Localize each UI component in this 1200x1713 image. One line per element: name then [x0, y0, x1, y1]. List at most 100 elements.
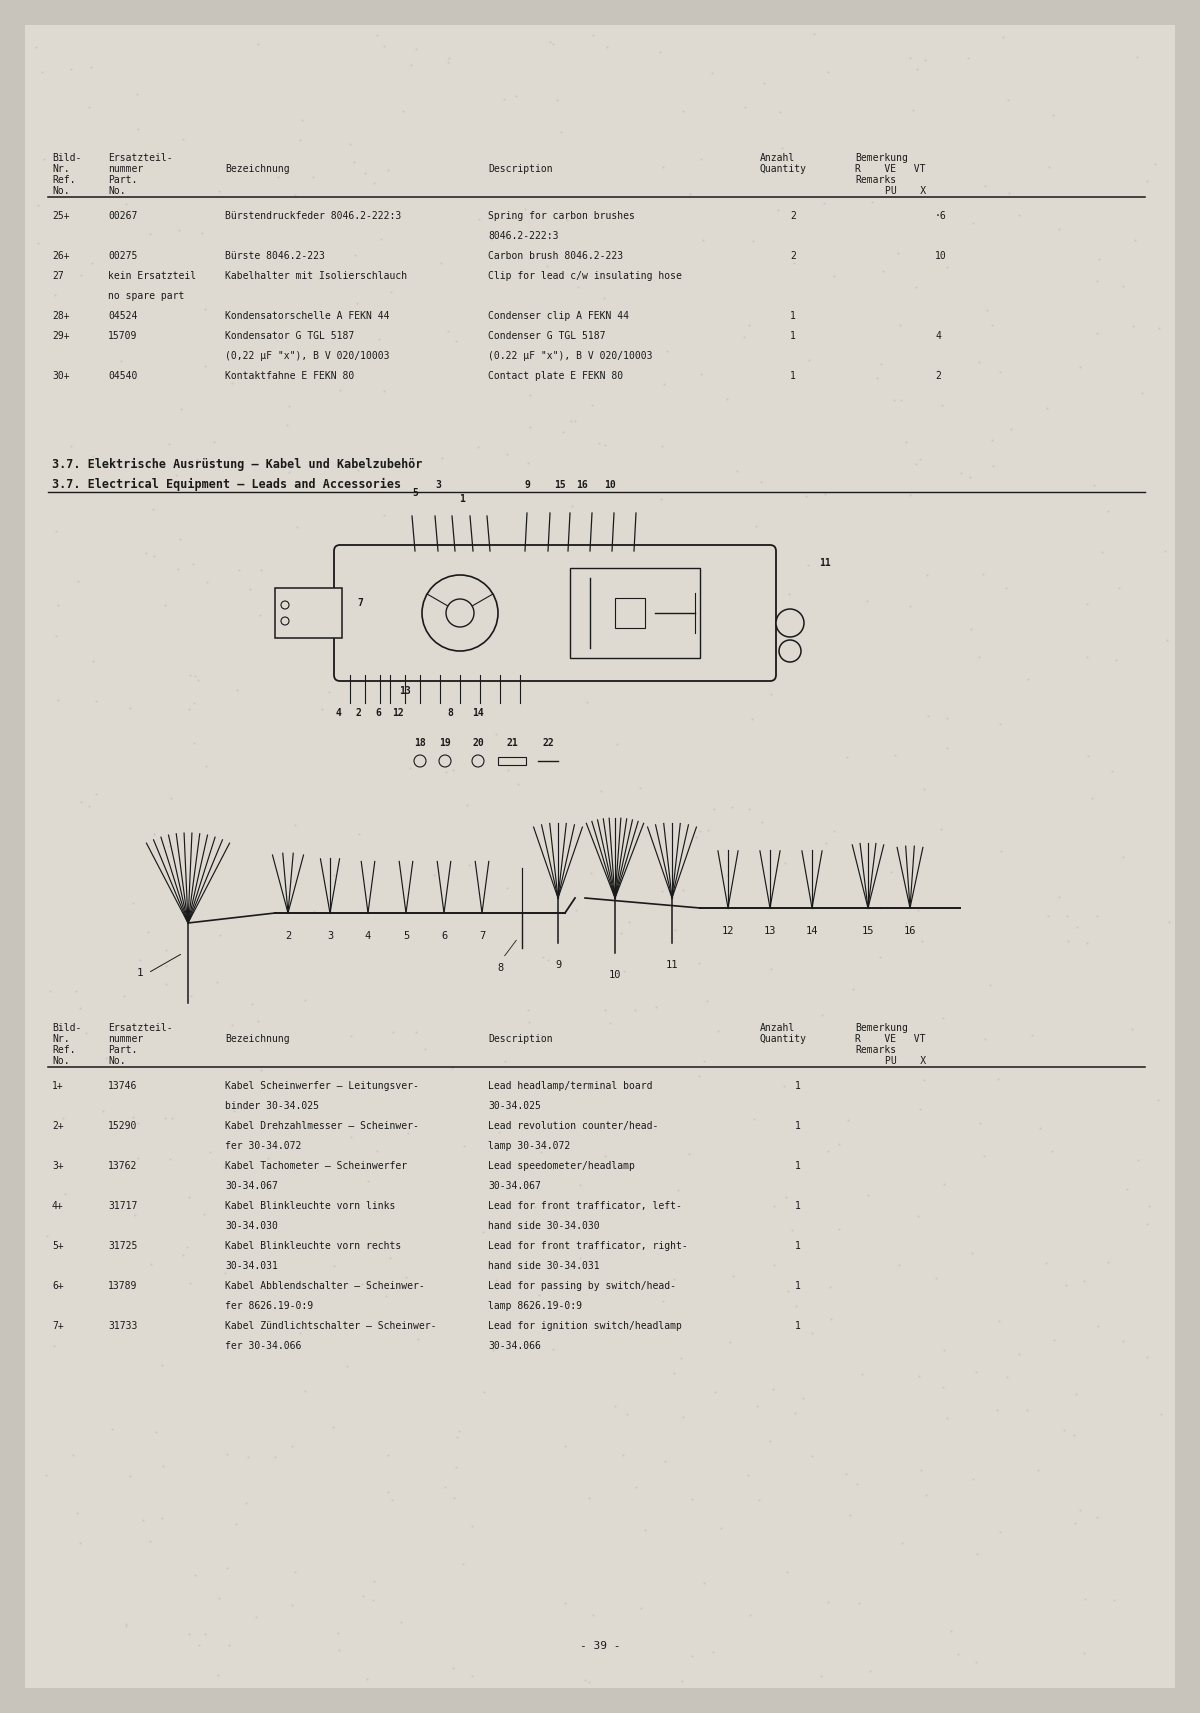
Point: [497, 440, 516, 468]
Point: [116, 190, 136, 218]
Point: [337, 1352, 356, 1379]
Text: Condenser G TGL 5187: Condenser G TGL 5187: [488, 331, 606, 341]
Point: [1075, 1585, 1094, 1612]
Text: Contact plate E FEKN 80: Contact plate E FEKN 80: [488, 372, 623, 380]
Text: Quantity: Quantity: [760, 164, 808, 175]
Point: [991, 711, 1010, 738]
Point: [1044, 1326, 1063, 1353]
Point: [120, 694, 139, 721]
Point: [532, 1021, 551, 1048]
Point: [858, 1180, 877, 1208]
Point: [86, 687, 106, 714]
Point: [1078, 742, 1097, 769]
Point: [180, 661, 199, 689]
Point: [942, 1617, 961, 1644]
Point: [1126, 226, 1145, 254]
Point: [1099, 497, 1118, 524]
Point: [438, 48, 457, 75]
Point: [160, 430, 179, 457]
Text: 1: 1: [137, 968, 143, 978]
Text: 1: 1: [796, 1161, 800, 1172]
Text: 4+: 4+: [52, 1201, 64, 1211]
Point: [494, 1047, 514, 1074]
Point: [280, 392, 299, 420]
Point: [871, 894, 890, 922]
Point: [516, 648, 535, 675]
Point: [325, 862, 344, 889]
Point: [1087, 319, 1106, 346]
Point: [614, 958, 634, 985]
Text: Ersatzteil-: Ersatzteil-: [108, 1023, 173, 1033]
Point: [668, 1177, 688, 1204]
Point: [990, 1307, 1009, 1334]
Point: [968, 1540, 988, 1567]
Point: [914, 1067, 934, 1095]
Text: 31733: 31733: [108, 1321, 137, 1331]
Point: [305, 898, 324, 925]
Point: [185, 1561, 204, 1588]
Point: [295, 1377, 314, 1405]
Text: 6: 6: [376, 707, 380, 718]
Point: [341, 130, 360, 158]
Point: [589, 430, 608, 457]
Point: [847, 1470, 866, 1497]
Point: [694, 1569, 713, 1597]
Point: [324, 1252, 343, 1280]
Point: [239, 1442, 258, 1470]
Point: [556, 1432, 575, 1459]
Point: [46, 281, 65, 308]
Text: Ersatzteil-: Ersatzteil-: [108, 152, 173, 163]
Point: [964, 1465, 983, 1492]
Text: kein Ersatzteil: kein Ersatzteil: [108, 271, 196, 281]
Point: [858, 588, 877, 615]
Point: [913, 1019, 932, 1047]
Point: [286, 1557, 305, 1585]
Point: [544, 1334, 563, 1362]
Point: [798, 552, 817, 579]
Point: [553, 418, 572, 445]
Text: Lead for passing by switch/head-: Lead for passing by switch/head-: [488, 1281, 676, 1292]
Point: [1156, 538, 1175, 565]
Circle shape: [422, 576, 498, 651]
Point: [396, 1262, 415, 1290]
Point: [450, 1417, 469, 1444]
Text: fer 8626.19-0:9: fer 8626.19-0:9: [226, 1300, 313, 1310]
Point: [1082, 785, 1102, 812]
FancyBboxPatch shape: [334, 545, 776, 682]
Text: 10: 10: [608, 970, 622, 980]
Point: [778, 1559, 797, 1586]
Text: R    VE   VT: R VE VT: [854, 1035, 925, 1043]
Point: [739, 795, 758, 822]
Point: [167, 461, 186, 488]
Point: [347, 289, 366, 317]
Point: [973, 560, 992, 588]
Text: 1: 1: [796, 1321, 800, 1331]
Point: [569, 274, 588, 301]
Point: [1106, 646, 1126, 673]
Text: PU    X: PU X: [886, 1055, 926, 1065]
Point: [673, 98, 692, 125]
Point: [607, 730, 626, 757]
Point: [533, 363, 552, 391]
Text: 8: 8: [497, 963, 503, 973]
Point: [486, 721, 505, 749]
Point: [462, 1513, 481, 1540]
Point: [156, 937, 175, 964]
Text: nummer: nummer: [108, 1035, 143, 1043]
Text: 6+: 6+: [52, 1281, 64, 1292]
Text: Kabel Blinkleuchte vorn links: Kabel Blinkleuchte vorn links: [226, 1201, 395, 1211]
Point: [142, 471, 161, 498]
Point: [1076, 589, 1096, 617]
Point: [697, 987, 716, 1014]
Point: [298, 593, 317, 620]
Point: [242, 990, 262, 1018]
Point: [712, 581, 731, 608]
Text: 7+: 7+: [52, 1321, 64, 1331]
Circle shape: [446, 600, 474, 627]
Text: no spare part: no spare part: [108, 291, 185, 301]
Point: [552, 118, 571, 146]
Point: [379, 156, 398, 183]
Point: [612, 920, 631, 947]
Point: [1070, 353, 1090, 380]
Point: [236, 1489, 256, 1516]
